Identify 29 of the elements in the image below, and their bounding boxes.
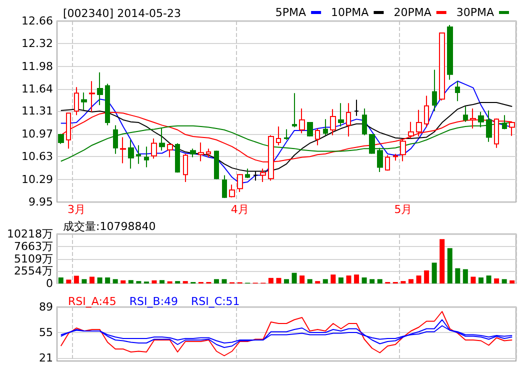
y-tick-label: 12.66 [22,14,53,28]
y-tick-label: 11.64 [22,82,53,96]
y-tick-label: 2554万 [14,264,53,278]
series-label: RSI_A:45 [68,295,116,308]
y-tick-label: 12.32 [22,37,53,50]
y-tick-label: 11.98 [22,60,53,73]
y-tick-label: 9.95 [28,196,53,208]
y-tick-label: 10.97 [22,127,53,140]
y-tick-label: 10.63 [22,150,53,164]
y-tick-label: 89 [39,300,53,314]
x-tick-label: 5月 [394,203,412,216]
chart-title: 成交量:10798840 [63,220,156,233]
x-tick-label: 4月 [230,203,249,216]
y-tick-label: 5109万 [14,252,53,266]
y-tick-label: 55 [39,326,53,339]
y-tick-label: 10218万 [7,228,53,240]
legend-label: 10PMA [331,6,370,19]
text: RSI_B:49 [129,295,178,308]
y-tick-label: 7663万 [14,240,53,253]
legend-label: 30PMA [456,6,494,19]
chart-title: [002340] 2014-05-23 [63,7,181,20]
y-tick-label: 0 [46,277,53,290]
y-tick-label: 11.31 [22,104,53,118]
legend-label: 5PMA [275,6,307,19]
y-tick-label: 21 [39,352,53,364]
x-tick-label: 3月 [67,203,86,216]
y-tick-label: 10.29 [22,172,53,186]
legend-label: 20PMA [394,6,432,19]
text: RSI_C:51 [191,295,240,308]
